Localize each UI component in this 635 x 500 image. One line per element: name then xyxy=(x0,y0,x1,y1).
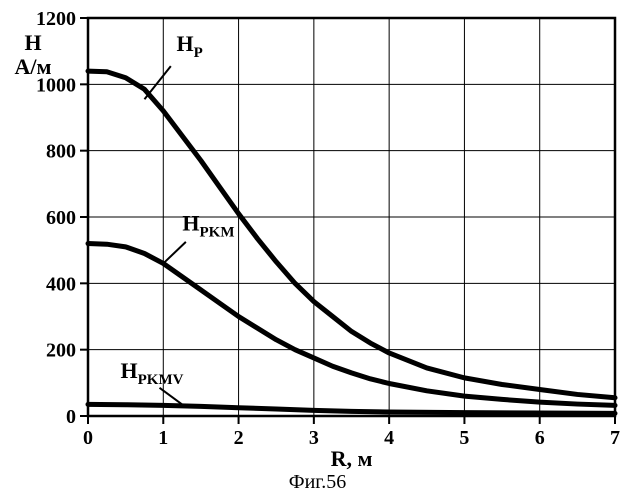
chart-svg: 01234567020040060080010001200HА/мR, мHPH… xyxy=(0,0,635,470)
svg-text:5: 5 xyxy=(459,427,469,449)
svg-text:0: 0 xyxy=(83,427,93,449)
svg-text:600: 600 xyxy=(46,207,76,229)
svg-text:1200: 1200 xyxy=(36,8,76,30)
figure-caption: Фиг.56 xyxy=(0,471,635,494)
svg-text:1: 1 xyxy=(158,427,168,449)
svg-text:6: 6 xyxy=(535,427,545,449)
svg-text:А/м: А/м xyxy=(15,54,52,79)
svg-text:800: 800 xyxy=(46,141,76,163)
svg-text:7: 7 xyxy=(610,427,620,449)
svg-text:400: 400 xyxy=(46,273,76,295)
svg-text:3: 3 xyxy=(309,427,319,449)
svg-text:H: H xyxy=(24,30,41,55)
svg-text:2: 2 xyxy=(234,427,244,449)
svg-text:0: 0 xyxy=(66,406,76,428)
svg-text:200: 200 xyxy=(46,340,76,362)
svg-text:R, м: R, м xyxy=(331,446,373,470)
svg-text:4: 4 xyxy=(384,427,394,449)
